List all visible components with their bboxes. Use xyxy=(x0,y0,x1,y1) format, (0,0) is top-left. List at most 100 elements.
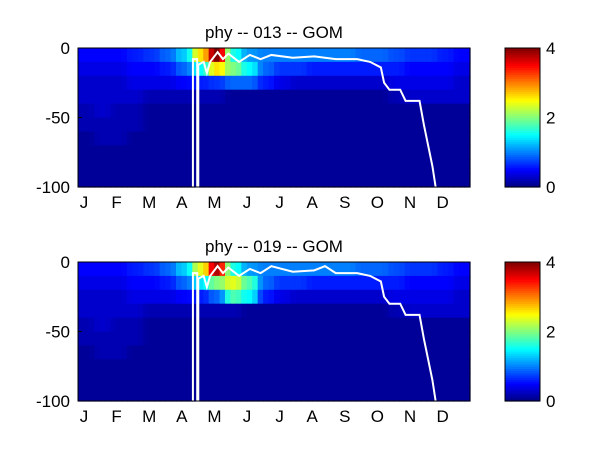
heatmap-cell xyxy=(99,345,106,360)
heatmap-cell xyxy=(323,345,330,360)
heatmap-cell xyxy=(415,289,422,305)
colorbar-segment xyxy=(505,93,540,97)
heatmap-cell xyxy=(192,359,199,374)
heatmap-cell xyxy=(290,159,297,174)
heatmap-cell xyxy=(159,359,166,374)
heatmap-cell xyxy=(252,359,259,374)
heatmap-cell xyxy=(372,345,379,360)
mixed-layer-line xyxy=(191,264,437,402)
heatmap-cell xyxy=(437,117,444,132)
heatmap-cell xyxy=(301,75,308,91)
heatmap-cell xyxy=(88,131,95,146)
colorbar-segment xyxy=(505,298,540,302)
heatmap-cell xyxy=(459,275,466,291)
heatmap-cell xyxy=(263,387,270,402)
x-tick-label: J xyxy=(80,407,89,426)
heatmap-cell xyxy=(290,61,297,77)
heatmap-cell xyxy=(361,48,368,63)
heatmap-cell xyxy=(230,173,237,188)
heatmap-cell xyxy=(442,117,449,132)
colorbar-segment xyxy=(505,143,540,147)
heatmap-cell xyxy=(219,331,226,346)
colorbar-segment xyxy=(505,134,540,138)
heatmap-cell xyxy=(431,373,438,388)
x-tick-label: D xyxy=(436,407,448,426)
heatmap-cell xyxy=(279,159,286,174)
heatmap-cell xyxy=(350,345,357,360)
heatmap-cell xyxy=(203,387,210,402)
colorbar-segment xyxy=(505,307,540,311)
colorbar-segment xyxy=(505,309,540,313)
heatmap-cell xyxy=(437,262,444,277)
heatmap-cell xyxy=(214,317,221,333)
heatmap-cell xyxy=(99,317,106,333)
heatmap-cell xyxy=(306,61,313,77)
heatmap-cell xyxy=(176,317,183,333)
heatmap-cell xyxy=(121,331,128,346)
heatmap-cell xyxy=(159,331,166,346)
heatmap-cell xyxy=(105,159,112,174)
heatmap-cell xyxy=(317,331,324,346)
heatmap-cell xyxy=(344,359,351,374)
heatmap-cell xyxy=(181,89,188,105)
heatmap-cell xyxy=(154,359,161,374)
heatmap-cell xyxy=(393,89,400,105)
colorbar-segment xyxy=(505,268,540,272)
heatmap-cell xyxy=(431,75,438,91)
heatmap-cell xyxy=(148,359,155,374)
colorbar-segment xyxy=(505,110,540,114)
heatmap-cell xyxy=(132,75,139,91)
heatmap-cell xyxy=(230,48,237,63)
heatmap-cell xyxy=(437,359,444,374)
heatmap-cell xyxy=(448,131,455,146)
heatmap-cell xyxy=(421,373,428,388)
heatmap-cell xyxy=(214,103,221,119)
heatmap-cell xyxy=(295,117,302,132)
heatmap-cell xyxy=(377,48,384,63)
heatmap-cell xyxy=(219,317,226,333)
heatmap-cell xyxy=(377,75,384,91)
heatmap-cell xyxy=(355,289,362,305)
heatmap-cell xyxy=(203,303,210,319)
heatmap-cell xyxy=(94,117,101,132)
heatmap-cell xyxy=(279,173,286,188)
heatmap-cell xyxy=(274,359,281,374)
heatmap-cell xyxy=(225,359,232,374)
heatmap-cell xyxy=(361,89,368,105)
heatmap-cell xyxy=(448,61,455,77)
heatmap-cell xyxy=(415,48,422,63)
heatmap-cell xyxy=(290,262,297,277)
colorbar-segment xyxy=(505,392,540,396)
heatmap-cell xyxy=(312,145,319,160)
heatmap-cell xyxy=(393,317,400,333)
heatmap-cell xyxy=(78,75,85,91)
heatmap-cell xyxy=(192,289,199,305)
heatmap-cell xyxy=(197,75,204,91)
heatmap-cell xyxy=(170,159,177,174)
heatmap-cell xyxy=(225,373,232,388)
heatmap-cell xyxy=(116,75,123,91)
heatmap-cell xyxy=(290,103,297,119)
heatmap-cell xyxy=(170,103,177,119)
heatmap-cell xyxy=(132,89,139,105)
heatmap-cell xyxy=(372,75,379,91)
heatmap-cell xyxy=(94,345,101,360)
heatmap-cell xyxy=(78,359,85,374)
heatmap-cell xyxy=(382,103,389,119)
heatmap-cell xyxy=(110,117,117,132)
colorbar-segment xyxy=(505,165,540,169)
heatmap-cell xyxy=(170,117,177,132)
heatmap-cell xyxy=(154,103,161,119)
x-tick-label: M xyxy=(142,193,156,212)
heatmap-cell xyxy=(426,103,433,119)
heatmap-cell xyxy=(323,359,330,374)
heatmap-cell xyxy=(399,262,406,277)
heatmap-cell xyxy=(252,89,259,105)
heatmap-cell xyxy=(301,289,308,305)
heatmap-cell xyxy=(344,61,351,77)
heatmap-cell xyxy=(279,131,286,146)
heatmap-cell xyxy=(214,359,221,374)
heatmap-cell xyxy=(148,262,155,277)
heatmap-cell xyxy=(203,103,210,119)
